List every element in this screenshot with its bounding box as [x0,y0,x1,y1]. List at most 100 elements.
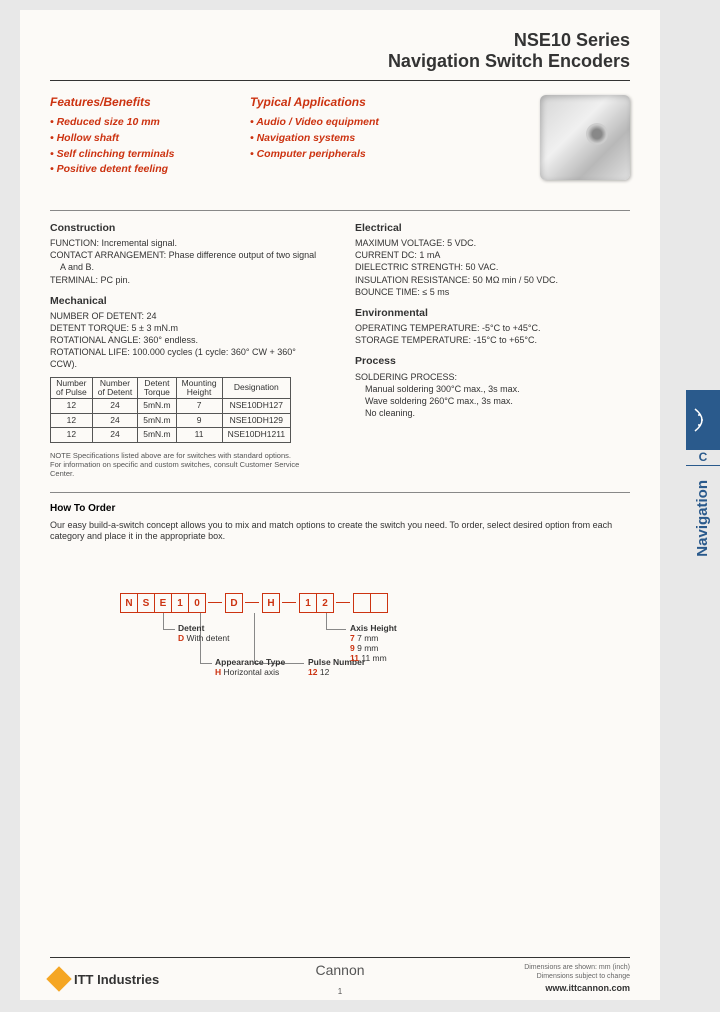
spec-line: CURRENT DC: 1 mA [355,249,630,261]
table-row: 12245mN.m11NSE10DH1211 [51,428,291,442]
connector-line [326,613,327,629]
nav-arrow-icon [693,407,713,433]
spec-line: ROTATIONAL LIFE: 100.000 cycles (1 cycle… [50,346,325,370]
option-detent: Detent D With detent [178,623,230,643]
option-line: H Horizontal axis [215,667,285,677]
construction-heading: Construction [50,221,325,235]
note-line: NOTE Specifications listed above are for… [50,451,325,460]
table-header-row: Numberof Pulse Numberof Detent DetentTor… [51,377,291,399]
product-title: Navigation Switch Encoders [50,51,630,72]
features-applications-row: Features/Benefits Reduced size 10 mm Hol… [50,95,630,180]
order-box: S [137,593,155,613]
spec-line: FUNCTION: Incremental signal. [50,237,325,249]
feature-item: Self clinching terminals [50,147,230,163]
order-box: 0 [188,593,206,613]
mechanical-heading: Mechanical [50,294,325,308]
side-tab-letter: C [686,450,720,466]
page-number: 1 [338,987,342,996]
specifications-row: Construction FUNCTION: Incremental signa… [50,221,630,478]
spec-line: INSULATION RESISTANCE: 50 MΩ min / 50 VD… [355,274,630,286]
spec-line: DETENT TORQUE: 5 ± 3 mN.m [50,322,325,334]
order-box: 2 [316,593,334,613]
option-line: 12 12 [308,667,365,677]
feature-item: Positive detent feeling [50,162,230,178]
side-tab: C Navigation [686,390,720,590]
specs-left-column: Construction FUNCTION: Incremental signa… [50,221,325,478]
section-divider [50,492,630,493]
order-gap [205,593,225,613]
section-divider [50,210,630,211]
footer-dim-note: Dimensions subject to change [524,973,630,981]
connector-line [163,629,175,630]
environmental-heading: Environmental [355,306,630,320]
table-row: 12245mN.m7NSE10DH127 [51,399,291,413]
page-title-block: NSE10 Series Navigation Switch Encoders [50,30,630,72]
note-block: NOTE Specifications listed above are for… [50,451,325,478]
howto-text: Our easy build-a-switch concept allows y… [50,520,630,543]
itt-logo-icon [46,966,71,991]
designation-table: Numberof Pulse Numberof Detent DetentTor… [50,377,291,443]
application-item: Audio / Video equipment [250,115,440,131]
feature-item: Hollow shaft [50,131,230,147]
order-box: N [120,593,138,613]
process-heading: Process [355,354,630,368]
datasheet-page: NSE10 Series Navigation Switch Encoders … [20,10,660,1000]
connector-line [254,613,255,663]
feature-item: Reduced size 10 mm [50,115,230,131]
table-header: DetentTorque [138,377,176,399]
encoder-product-image [540,95,630,180]
spec-line: CONTACT ARRANGEMENT: Phase difference ou… [50,249,325,261]
electrical-heading: Electrical [355,221,630,235]
applications-heading: Typical Applications [250,95,440,109]
order-box: H [262,593,280,613]
option-title: Detent [178,623,230,633]
order-box: E [154,593,172,613]
table-header: MountingHeight [176,377,222,399]
spec-line: TERMINAL: PC pin. [50,274,325,286]
footer-right-block: Dimensions are shown: mm (inch) Dimensio… [524,964,630,994]
option-line: D With detent [178,633,230,643]
option-line: 7 7 mm [350,633,397,643]
features-column: Features/Benefits Reduced size 10 mm Hol… [50,95,230,180]
order-box [370,593,388,613]
footer-brand: Cannon [315,962,364,978]
connector-line [326,629,346,630]
option-line: 11 11 mm [350,653,397,663]
order-box: D [225,593,243,613]
spec-line: MAXIMUM VOLTAGE: 5 VDC. [355,237,630,249]
order-boxes-row: N S E 1 0 D H 1 2 [120,593,630,613]
table-header: Numberof Pulse [51,377,93,399]
howto-heading: How To Order [50,503,630,514]
spec-line: ROTATIONAL ANGLE: 360° endless. [50,334,325,346]
company-name: ITT Industries [74,972,159,987]
table-header: Designation [222,377,291,399]
application-item: Navigation systems [250,131,440,147]
features-heading: Features/Benefits [50,95,230,109]
option-axis-height: Axis Height 7 7 mm 9 9 mm 11 11 mm [350,623,397,663]
spec-line: NUMBER OF DETENT: 24 [50,310,325,322]
spec-line: SOLDERING PROCESS: [355,371,630,383]
product-image-column [460,95,630,180]
page-footer: ITT Industries Cannon 1 Dimensions are s… [50,957,630,994]
footer-dim-note: Dimensions are shown: mm (inch) [524,964,630,972]
option-appearance: Appearance Type H Horizontal axis [215,657,285,677]
table-header: Numberof Detent [92,377,138,399]
ordering-diagram: N S E 1 0 D H 1 2 Detent D With detent [50,593,630,773]
spec-line: DIELECTRIC STRENGTH: 50 VAC. [355,261,630,273]
series-title: NSE10 Series [50,30,630,51]
side-tab-icon-block [686,390,720,450]
connector-line [200,663,212,664]
order-box [353,593,371,613]
footer-company: ITT Industries [50,970,159,988]
order-box: 1 [299,593,317,613]
spec-line: No cleaning. [355,407,630,419]
header-divider [50,80,630,81]
connector-line [163,613,164,629]
order-box: 1 [171,593,189,613]
table-row: 12245mN.m9NSE10DH129 [51,413,291,427]
spec-line: OPERATING TEMPERATURE: -5°C to +45°C. [355,322,630,334]
spec-line: BOUNCE TIME: ≤ 5 ms [355,286,630,298]
applications-list: Audio / Video equipment Navigation syste… [250,115,440,162]
note-line: For information on specific and custom s… [50,460,325,478]
order-gap [242,593,262,613]
